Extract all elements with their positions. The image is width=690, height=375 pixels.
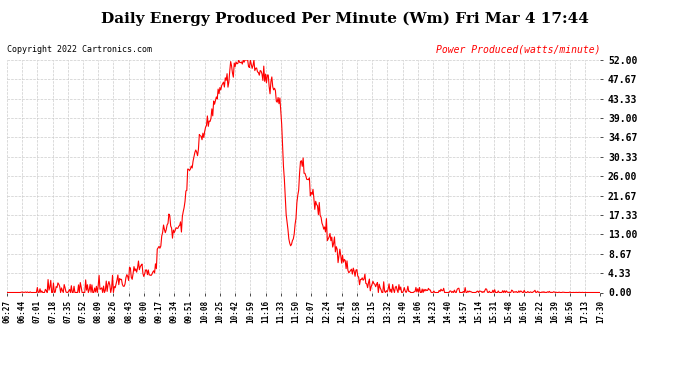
Text: Power Produced(watts/minute): Power Produced(watts/minute) bbox=[436, 45, 600, 55]
Text: Daily Energy Produced Per Minute (Wm) Fri Mar 4 17:44: Daily Energy Produced Per Minute (Wm) Fr… bbox=[101, 11, 589, 26]
Text: Copyright 2022 Cartronics.com: Copyright 2022 Cartronics.com bbox=[7, 45, 152, 54]
